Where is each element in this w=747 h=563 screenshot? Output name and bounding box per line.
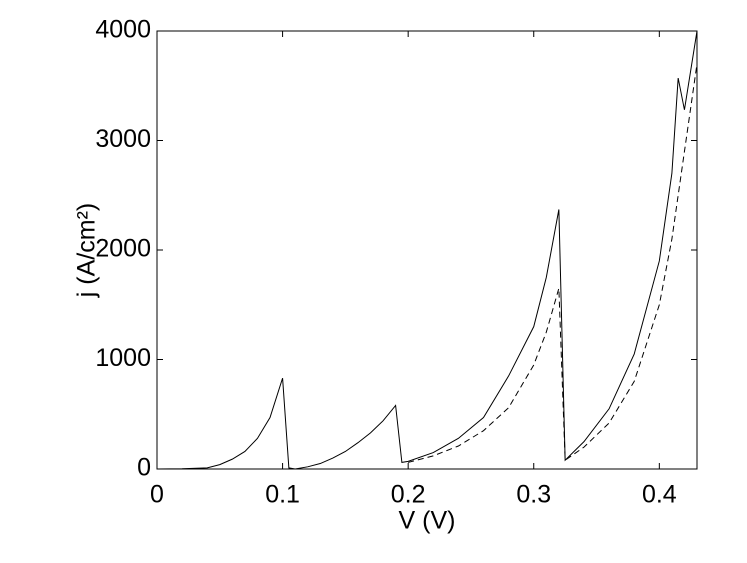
x-tick-label: 0.4 <box>642 481 677 509</box>
line-series <box>408 63 698 463</box>
y-tick-label: 1000 <box>95 344 151 372</box>
x-tick-label: 0.3 <box>516 481 551 509</box>
y-tick-label: 2000 <box>95 235 151 263</box>
plot-frame <box>156 30 698 470</box>
x-tick-label: 0.1 <box>265 481 300 509</box>
y-tick-label: 0 <box>137 454 151 482</box>
x-tick-label: 0 <box>150 481 164 509</box>
y-tick-label: 4000 <box>95 16 151 44</box>
x-tick-label: 0.2 <box>391 481 426 509</box>
y-tick-label: 3000 <box>95 125 151 153</box>
line-series <box>156 30 698 470</box>
x-axis-label: V (V) <box>399 507 456 535</box>
y-axis-label: j (A/cm²) <box>73 203 101 298</box>
